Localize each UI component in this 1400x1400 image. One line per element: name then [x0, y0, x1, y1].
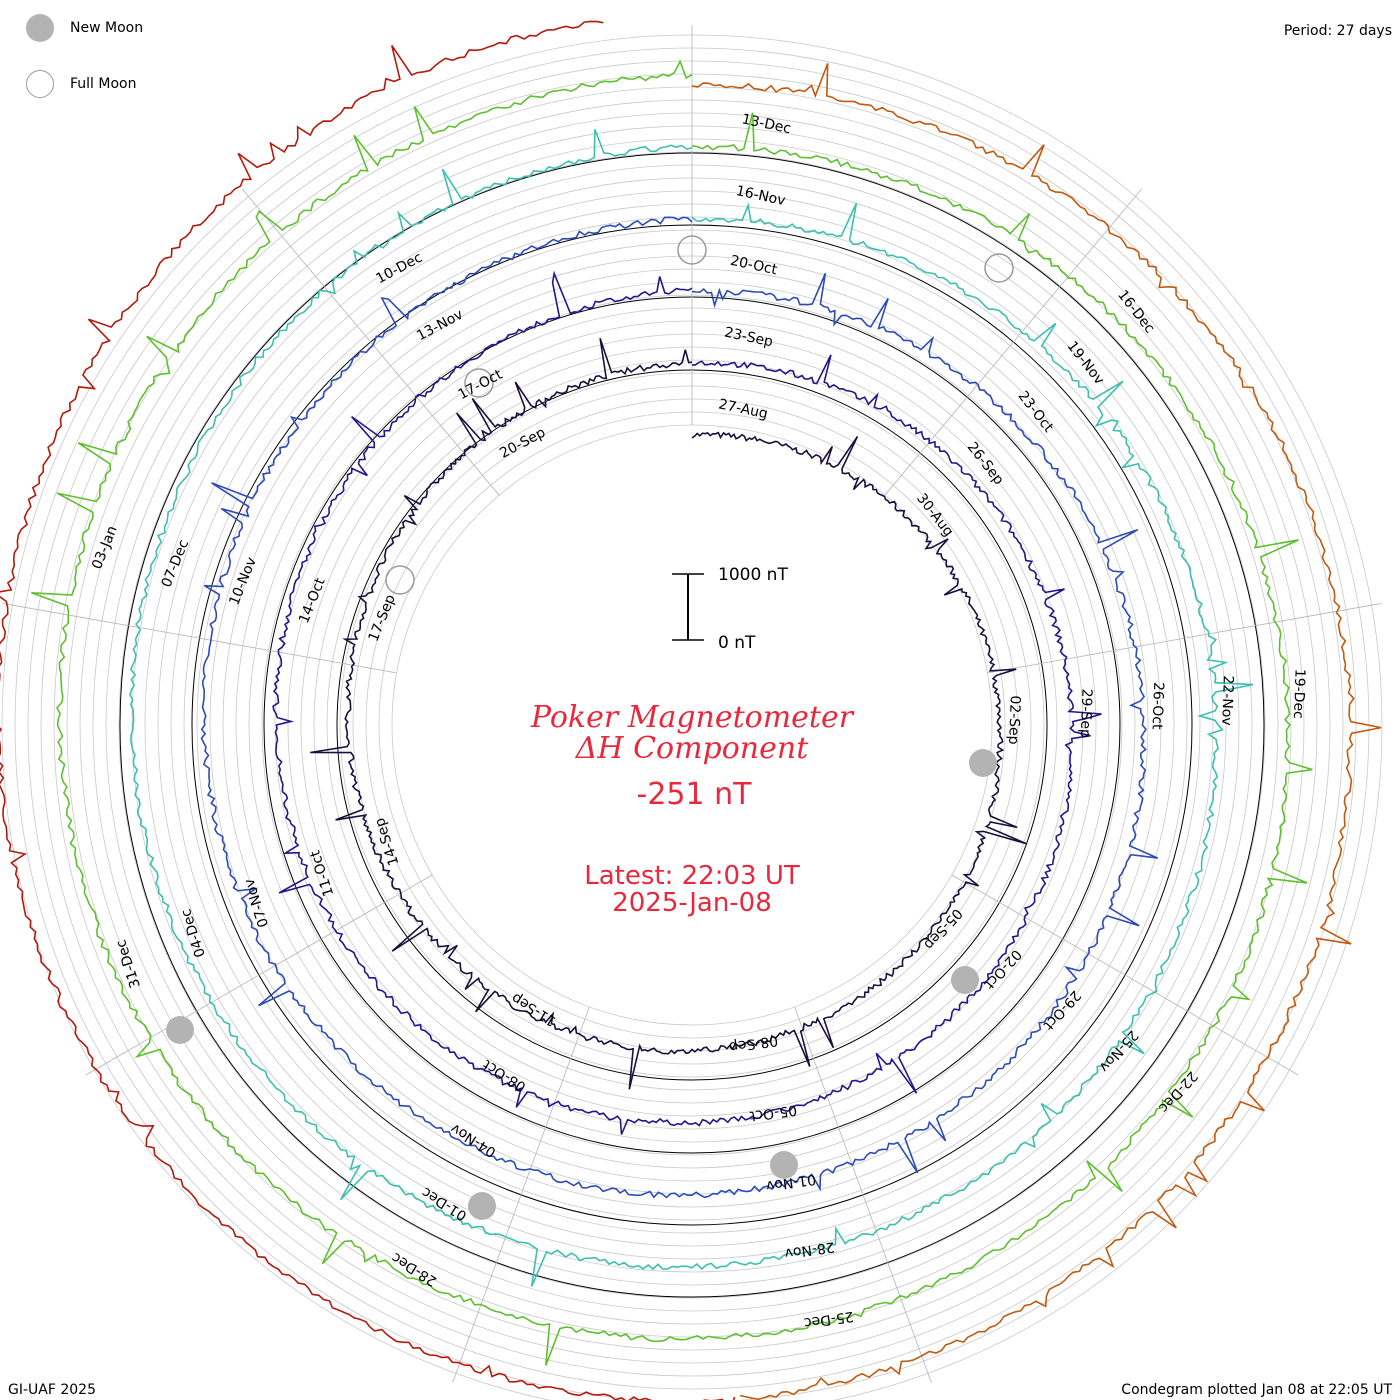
day-spoke: [452, 1006, 590, 1383]
date-label: 27-Aug: [717, 396, 769, 422]
date-label: 01-Nov: [765, 1171, 817, 1194]
current-value: -251 nT: [637, 777, 753, 812]
day-spoke: [951, 874, 1299, 1076]
trace-23-Sep: [272, 270, 1102, 1135]
date-label: 10-Dec: [374, 250, 426, 288]
date-label: 14-Sep: [372, 816, 402, 868]
trace-13-Dec: [31, 59, 1313, 1366]
date-label: 22-Nov: [1218, 675, 1236, 726]
date-label: 14-Oct: [296, 575, 329, 625]
center-title: Poker Magnetometer ΔH Component -251 nT …: [530, 700, 855, 918]
date-label: 28-Dec: [389, 1249, 440, 1289]
date-label: 19-Nov: [1064, 338, 1108, 387]
date-label: 29-Sep: [1077, 688, 1095, 738]
date-label: 02-Sep: [1005, 695, 1023, 745]
scale-bottom-label: 0 nT: [718, 633, 756, 653]
date-label: 08-Sep: [728, 1032, 779, 1055]
date-label: 29-Oct: [1040, 987, 1084, 1033]
legend-new-moon-label: New Moon: [70, 20, 144, 36]
legend-new-moon: New Moon: [26, 14, 143, 42]
data-traces: [0, 20, 1382, 1400]
date-label: 11-Oct: [307, 848, 337, 899]
date-label: 19-Dec: [1290, 669, 1308, 719]
legend-full-moon-label: Full Moon: [70, 76, 137, 92]
new-moon-icon: [468, 1192, 496, 1220]
trace-27-Aug: [310, 337, 1028, 1090]
date-label: 13-Nov: [414, 307, 466, 345]
full-moon-icon: [677, 235, 707, 265]
new-moon-icon: [26, 14, 54, 42]
latest-date: 2025-Jan-08: [612, 888, 772, 918]
trace-dec-jan-b: [0, 20, 736, 1400]
date-label: 07-Dec: [159, 537, 193, 589]
new-moon-icon: [166, 1016, 194, 1044]
date-label: 30-Aug: [913, 491, 956, 540]
date-label: 23-Oct: [1014, 388, 1056, 436]
date-label: 20-Oct: [729, 253, 779, 279]
date-label: 16-Nov: [734, 183, 786, 209]
date-label: 05-Oct: [748, 1101, 798, 1124]
plotted-label: Condegram plotted Jan 08 at 22:05 UT: [1121, 1382, 1392, 1398]
trace-20-Oct: [200, 216, 1159, 1199]
credit-label: GI-UAF 2025: [8, 1382, 96, 1398]
date-label: 20-Sep: [497, 425, 548, 462]
date-label: 08-Oct: [480, 1056, 529, 1095]
full-moon-icon: [984, 253, 1014, 283]
day-spoke: [884, 188, 1143, 496]
date-label: 31-Dec: [113, 938, 144, 990]
new-moon-icon: [969, 749, 997, 777]
trace-16-Nov: [129, 129, 1254, 1287]
title-line-1: Poker Magnetometer: [530, 700, 855, 735]
date-label: 10-Nov: [226, 555, 260, 608]
date-label: 25-Dec: [803, 1308, 855, 1331]
day-spoke: [794, 1006, 932, 1383]
moon-markers: [166, 235, 1014, 1220]
scale-top-label: 1000 nT: [718, 565, 788, 585]
scale-bar: 1000 nT 0 nT: [672, 565, 788, 653]
date-label: 23-Sep: [723, 325, 775, 351]
date-label: 04-Dec: [178, 907, 209, 959]
date-label: 04-Nov: [448, 1120, 499, 1160]
trace-dec-jan-a: [691, 63, 1382, 1400]
full-moon-icon: [26, 70, 54, 98]
date-label: 28-Nov: [784, 1238, 836, 1261]
date-label: 16-Dec: [1114, 287, 1157, 336]
latest-time: Latest: 22:03 UT: [584, 861, 800, 891]
title-line-2: ΔH Component: [575, 731, 809, 766]
period-label: Period: 27 days: [1283, 23, 1392, 39]
full-moon-icon: [464, 368, 494, 398]
full-moon-icon: [385, 565, 415, 595]
new-moon-icon: [951, 966, 979, 994]
day-spoke: [987, 603, 1382, 674]
new-moon-icon: [770, 1151, 798, 1179]
day-spoke: [85, 874, 433, 1076]
legend-full-moon: Full Moon: [26, 70, 136, 98]
ring-grid: [1, 34, 1383, 1400]
date-label: 03-Jan: [89, 524, 121, 572]
date-label: 26-Oct: [1149, 682, 1167, 731]
day-spoke: [241, 188, 500, 496]
